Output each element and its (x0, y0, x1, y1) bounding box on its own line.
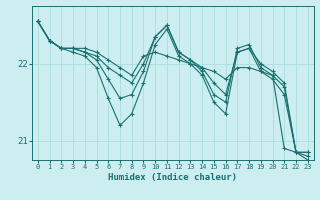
X-axis label: Humidex (Indice chaleur): Humidex (Indice chaleur) (108, 173, 237, 182)
